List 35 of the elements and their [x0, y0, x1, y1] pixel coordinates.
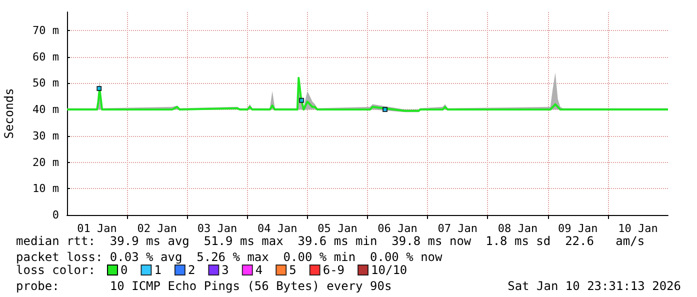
- text: packet loss: 0.03 % avg 5.26 % max 0.00 % min 0.00 % now: [16, 250, 444, 264]
- y-axis-title: Seconds: [2, 88, 16, 139]
- legend-label: 4: [255, 263, 263, 277]
- y-tick-label: 50 m: [32, 76, 60, 90]
- x-tick-label: 10 Jan: [618, 222, 658, 235]
- x-tick-label: 08 Jan: [498, 222, 538, 235]
- point: [382, 107, 388, 112]
- x-tick-label: 05 Jan: [318, 222, 358, 235]
- x-tick-label: 07 Jan: [438, 222, 478, 235]
- x-tick-label: 02 Jan: [137, 222, 178, 235]
- legend-label: 1: [154, 263, 162, 277]
- text: median rtt: 39.9 ms avg 51.9 ms max 39.6 ms min 39.8 ms now 1.8 ms sd 22.6 am/s: [16, 234, 645, 248]
- point: [299, 98, 304, 103]
- x-tick-label: 09 Jan: [558, 222, 598, 235]
- x-tick-label: 04 Jan: [257, 222, 298, 235]
- y-tick-label: 40 m: [32, 103, 60, 116]
- y-tick-label: 60 m: [32, 50, 60, 64]
- legend-label: 2: [188, 263, 196, 277]
- y-tick-label: 20 m: [32, 156, 60, 169]
- legend-label: 5: [289, 263, 296, 277]
- y-tick-label: 70 m: [32, 24, 60, 37]
- y-tick-label: 0: [52, 208, 59, 222]
- x-tick-label: 01 Jan: [77, 222, 117, 235]
- legend-title: loss color:: [16, 263, 96, 277]
- legend-label: 3: [222, 263, 229, 277]
- legend-label: 10/10: [371, 263, 408, 277]
- x-tick-label: 03 Jan: [197, 222, 238, 235]
- legend-label: 6-9: [322, 263, 345, 277]
- y-tick-label: 10 m: [32, 182, 60, 196]
- text: Sat Jan 10 23:31:13 2026: [508, 279, 681, 293]
- legend-label: 0: [120, 263, 128, 277]
- point: [96, 86, 102, 91]
- text: probe: 10 ICMP Echo Pings (56 Bytes) every 90s: [16, 279, 392, 293]
- x-tick-label: 06 Jan: [378, 222, 418, 235]
- y-tick-label: 30 m: [32, 129, 60, 142]
